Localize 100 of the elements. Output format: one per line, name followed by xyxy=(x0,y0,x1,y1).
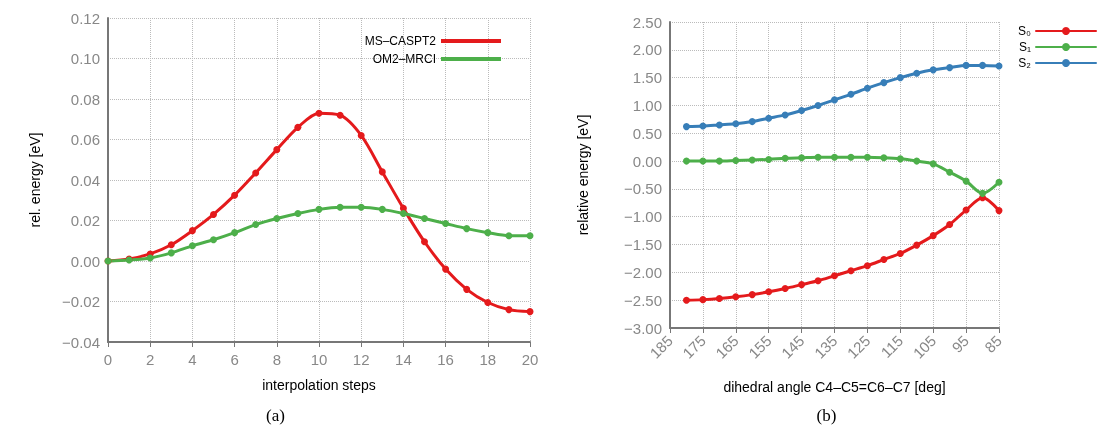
point xyxy=(336,111,344,119)
point xyxy=(896,155,904,163)
point xyxy=(732,293,740,301)
point xyxy=(896,74,904,82)
x-tick-label: 125 xyxy=(843,331,874,362)
point xyxy=(146,254,154,262)
point xyxy=(798,154,806,162)
point xyxy=(847,153,855,161)
point xyxy=(357,203,365,211)
point xyxy=(484,229,492,237)
y-tick-label: 1.50 xyxy=(632,69,662,87)
point xyxy=(765,288,773,296)
x-tick-label: 95 xyxy=(948,331,973,356)
point xyxy=(336,203,344,211)
point xyxy=(505,306,513,314)
point xyxy=(421,214,428,222)
x-axis-title: dihedral angle C4–C5=C6–C7 [deg] xyxy=(723,379,946,395)
y-tick-label: 0.00 xyxy=(70,252,100,270)
x-tick-label: 8 xyxy=(272,351,281,368)
legend-label: S₀ xyxy=(1018,24,1032,38)
point xyxy=(831,153,838,161)
y-tick-label: −1.50 xyxy=(624,236,662,254)
point xyxy=(378,168,386,176)
point xyxy=(863,84,871,92)
point xyxy=(929,160,937,168)
x-tick-label: 0 xyxy=(103,351,113,368)
point xyxy=(378,205,386,213)
point xyxy=(765,155,773,163)
point xyxy=(715,295,723,303)
y-tick-label: 0.02 xyxy=(70,212,100,229)
point xyxy=(798,106,806,114)
x-axis-title: interpolation steps xyxy=(262,377,376,393)
point xyxy=(946,64,954,72)
point xyxy=(979,61,987,69)
x-tick-label: 4 xyxy=(188,351,197,368)
point xyxy=(273,146,281,154)
point xyxy=(505,232,513,240)
x-tick-label: 85 xyxy=(981,331,1006,356)
point xyxy=(294,209,302,217)
point xyxy=(715,157,723,165)
point xyxy=(682,157,690,165)
text: (b) xyxy=(816,406,837,425)
y-tick-label: −3.00 xyxy=(624,319,662,337)
point xyxy=(699,296,707,304)
point xyxy=(699,157,707,165)
y-tick-label: 0.12 xyxy=(70,9,100,27)
x-tick-label: 155 xyxy=(745,331,775,362)
point xyxy=(748,291,756,299)
y-tick-label: 0.06 xyxy=(70,131,100,148)
point xyxy=(781,111,789,119)
x-tick-label: 165 xyxy=(712,331,742,362)
point xyxy=(167,241,175,249)
legend-label: S₂ xyxy=(1018,56,1032,70)
point xyxy=(748,156,756,164)
x-tick-label: 12 xyxy=(352,351,370,368)
y-tick-label: 2.50 xyxy=(632,13,662,31)
point xyxy=(979,189,987,197)
y-tick-label: −0.04 xyxy=(62,333,100,351)
point xyxy=(880,256,888,264)
y-axis-title: rel. energy [eV] xyxy=(27,132,43,228)
point xyxy=(913,241,921,249)
point xyxy=(847,90,855,98)
y-tick-label: 1.00 xyxy=(632,96,662,114)
point xyxy=(929,232,937,240)
y-tick-label: −2.00 xyxy=(624,263,662,281)
x-tick-label: 145 xyxy=(777,331,808,362)
point xyxy=(682,296,690,304)
point xyxy=(252,221,260,229)
y-tick-label: −0.50 xyxy=(624,180,662,198)
y-tick-label: 0.50 xyxy=(632,124,662,142)
point xyxy=(167,249,175,257)
y-tick-label: −1.00 xyxy=(624,208,662,226)
y-tick-label: 0.08 xyxy=(70,90,100,108)
point xyxy=(781,154,789,162)
point xyxy=(252,169,260,177)
point xyxy=(357,131,365,139)
y-axis-title: relative energy [eV] xyxy=(575,114,591,236)
point xyxy=(831,272,838,280)
point xyxy=(913,69,921,77)
point xyxy=(421,238,428,246)
point xyxy=(484,299,492,307)
x-tick-label: 18 xyxy=(479,351,497,368)
point xyxy=(814,101,822,109)
x-tick-label: 105 xyxy=(909,331,940,362)
x-tick-label: 6 xyxy=(230,351,239,368)
point xyxy=(210,210,217,218)
point xyxy=(526,232,534,240)
point xyxy=(765,114,773,122)
point xyxy=(831,96,838,104)
point xyxy=(962,177,970,185)
point xyxy=(231,229,239,237)
point xyxy=(732,120,740,128)
point xyxy=(463,225,471,233)
point xyxy=(442,220,450,228)
point xyxy=(863,262,871,270)
y-tick-label: 0.00 xyxy=(632,152,662,170)
text: (a) xyxy=(266,406,285,425)
point xyxy=(188,227,196,235)
point xyxy=(399,209,407,217)
x-tick-label: 16 xyxy=(437,351,454,368)
